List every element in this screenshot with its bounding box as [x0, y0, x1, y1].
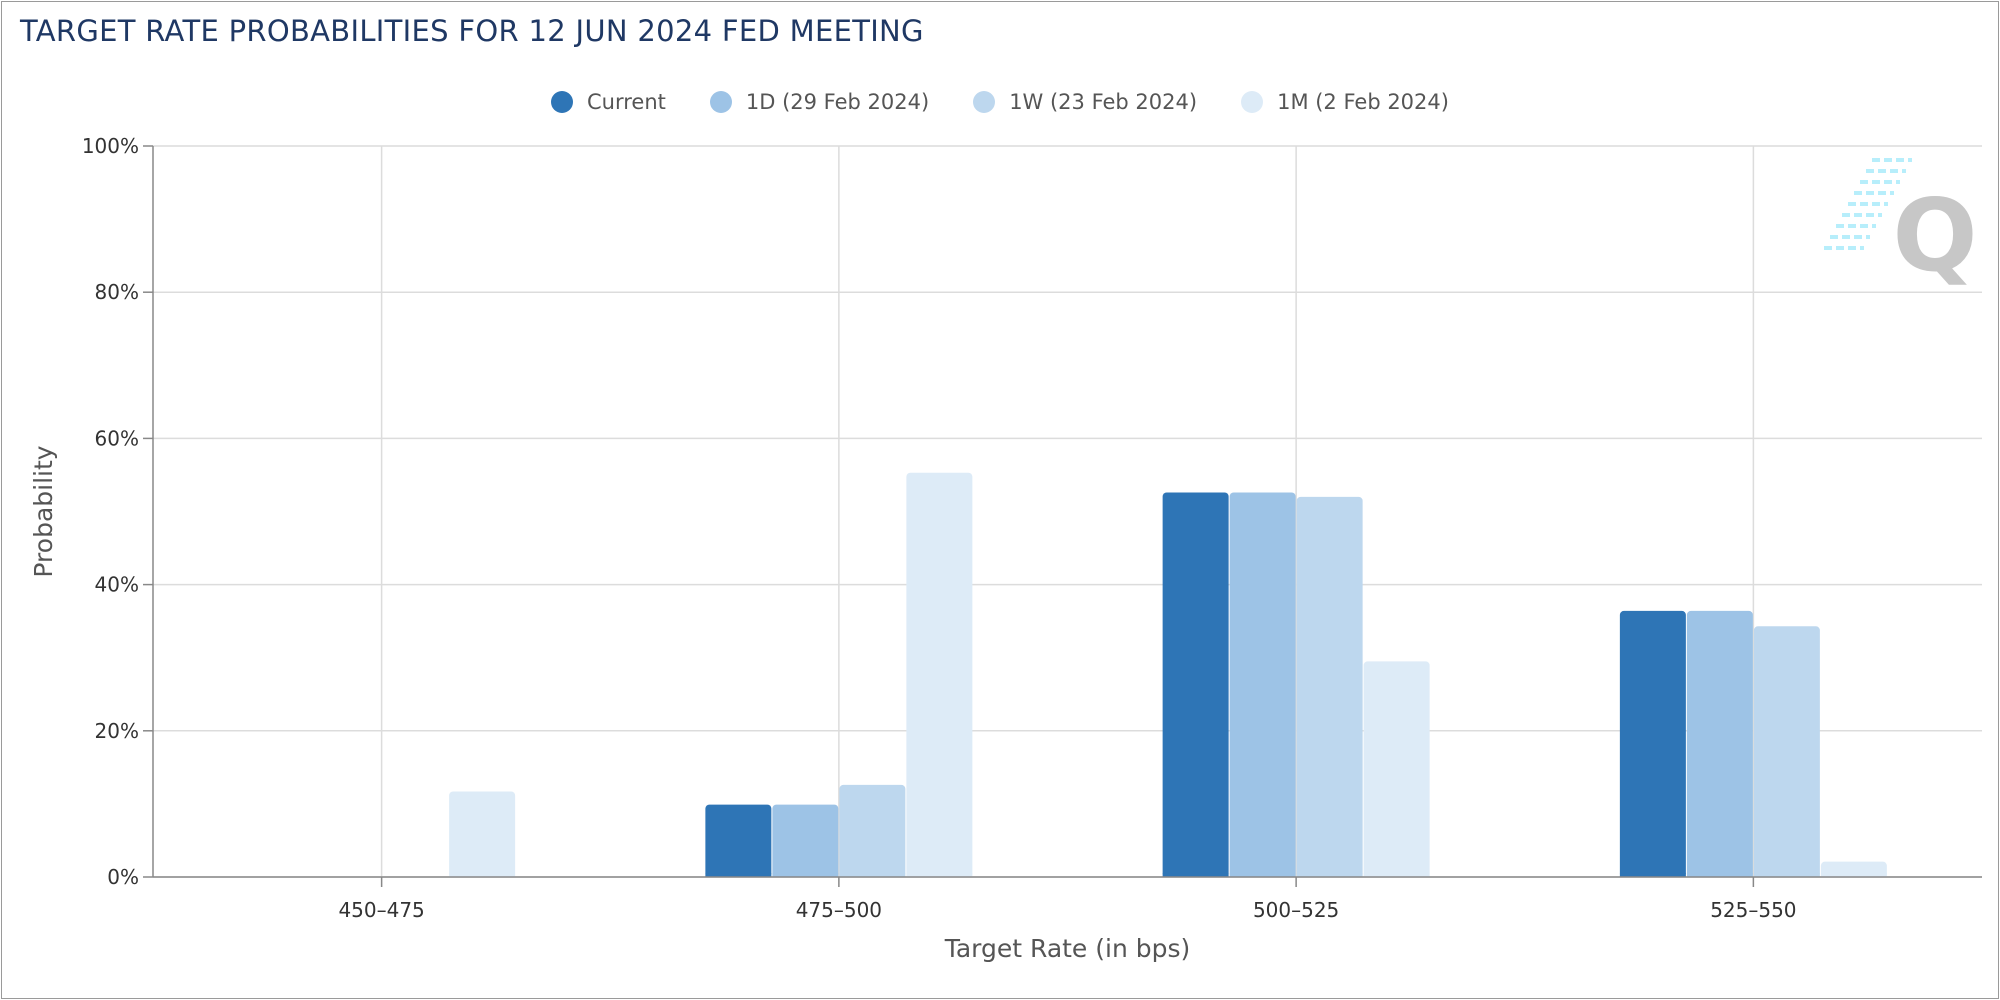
bar-base	[705, 873, 772, 877]
legend: Current 1D (29 Feb 2024) 1W (23 Feb 2024) 1…	[0, 90, 2000, 114]
x-tick-label: 450–475	[338, 898, 424, 922]
bar-base	[1753, 873, 1820, 877]
bar-base	[449, 873, 516, 877]
bar	[1753, 626, 1820, 877]
bar-base	[1619, 873, 1686, 877]
bar	[1162, 492, 1229, 877]
bar	[1619, 610, 1686, 877]
x-axis-title: Target Rate (in bps)	[944, 934, 1191, 963]
bar	[906, 472, 973, 877]
bar	[772, 804, 839, 877]
y-tick-label: 60%	[95, 426, 139, 450]
legend-item[interactable]: 1M (2 Feb 2024)	[1241, 90, 1449, 114]
bar-base	[906, 873, 973, 877]
y-tick-label: 20%	[95, 719, 139, 743]
bar	[1686, 610, 1753, 877]
y-tick-label: 80%	[95, 280, 139, 304]
watermark-logo-icon: Q	[1892, 177, 1977, 294]
bar-base	[772, 873, 839, 877]
bar-base	[1820, 873, 1887, 877]
legend-item[interactable]: 1W (23 Feb 2024)	[973, 90, 1197, 114]
bar-base	[1686, 873, 1753, 877]
y-tick-label: 100%	[82, 134, 139, 158]
bar-base	[1229, 873, 1296, 877]
legend-marker	[551, 91, 574, 113]
bar-base	[1296, 873, 1363, 877]
x-tick-label: 475–500	[796, 898, 882, 922]
legend-marker	[1241, 91, 1264, 113]
legend-label: Current	[587, 90, 666, 114]
legend-marker	[973, 91, 996, 113]
x-tick-label: 525–550	[1710, 898, 1796, 922]
chart-title: TARGET RATE PROBABILITIES FOR 12 JUN 202…	[20, 14, 924, 48]
bar-base	[839, 873, 906, 877]
legend-marker	[709, 91, 732, 113]
bar	[1296, 496, 1363, 877]
y-tick-label: 40%	[95, 573, 139, 597]
bar	[705, 804, 772, 877]
legend-label: 1M (2 Feb 2024)	[1277, 90, 1449, 114]
y-tick-label: 0%	[107, 865, 139, 889]
bar-base	[1363, 873, 1430, 877]
x-tick-label: 500–525	[1253, 898, 1339, 922]
legend-item[interactable]: 1D (29 Feb 2024)	[709, 90, 930, 114]
legend-label: 1D (29 Feb 2024)	[745, 90, 930, 114]
legend-label: 1W (23 Feb 2024)	[1009, 90, 1198, 114]
legend-item[interactable]: Current	[551, 90, 666, 114]
y-axis-title: Probability	[29, 445, 58, 577]
bar	[1229, 492, 1296, 877]
bar	[1363, 661, 1430, 877]
bar	[839, 784, 906, 877]
bar	[449, 791, 516, 877]
bar-base	[1162, 873, 1229, 877]
